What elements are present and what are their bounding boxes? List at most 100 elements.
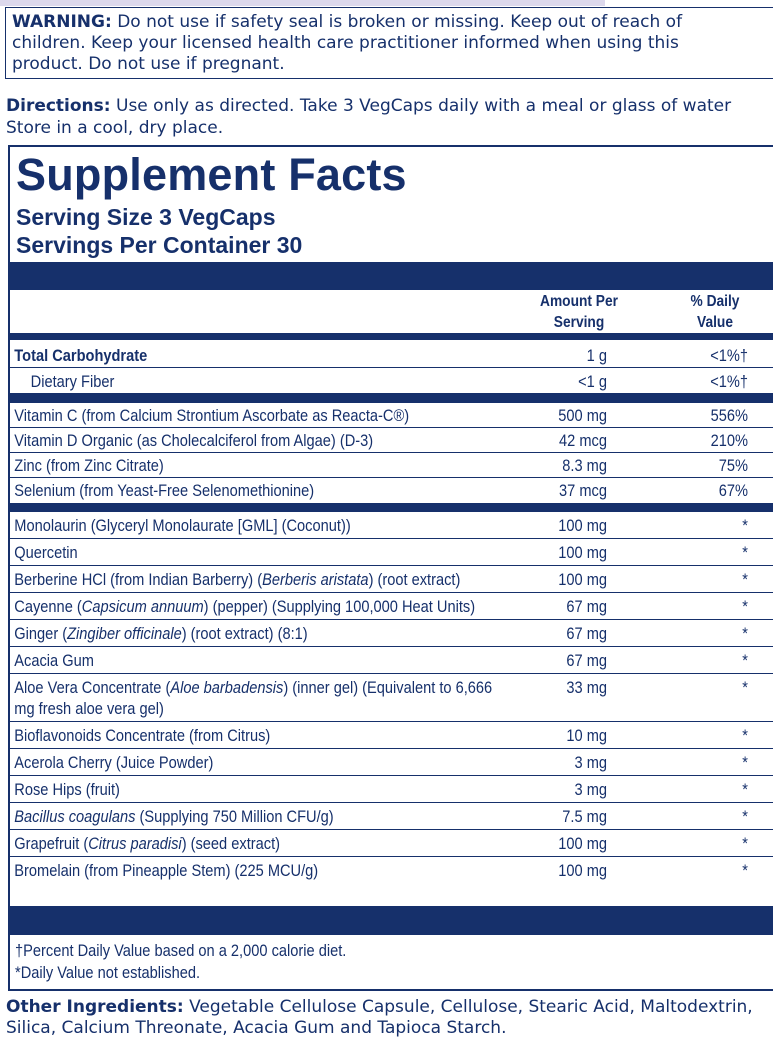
section: Monolaurin (Glyceryl Monolaurate [GML] (… [10, 512, 773, 883]
name-part: Bromelain (from Pineapple Stem) (225 MCU… [14, 861, 319, 880]
row: Monolaurin (Glyceryl Monolaurate [GML] (… [10, 512, 773, 539]
name-part: Bioflavonoids Concentrate (from Citrus) [14, 726, 271, 745]
footnote: *Daily Value not established. [15, 963, 201, 982]
amount: 500 mg [558, 406, 607, 425]
ingredient-name: Bioflavonoids Concentrate (from Citrus) [10, 725, 511, 746]
ingredient-name: Ginger (Zingiber officinale) (root extra… [10, 623, 511, 644]
ingredient-name: Rose Hips (fruit) [10, 779, 511, 800]
other-ingredients: Other Ingredients: Vegetable Cellulose C… [6, 997, 773, 1039]
ingredient-name: Grapefruit (Citrus paradisi) (seed extra… [10, 833, 511, 854]
supplement-facts-box: Supplement Facts Serving Size 3 VegCaps … [8, 145, 773, 991]
ingredient-name: Total Carbohydrate [10, 345, 511, 366]
row: Vitamin D Organic (as Cholecalciferol fr… [10, 428, 773, 453]
daily-value: * [742, 753, 748, 772]
daily-value: * [742, 678, 748, 697]
row: Cayenne (Capsicum annuum) (pepper) (Supp… [10, 593, 773, 620]
other-text: Vegetable Cellulose Capsule, Cellulose, … [6, 997, 753, 1038]
amount: 3 mg [574, 753, 607, 772]
row: Berberine HCl (from Indian Barberry) (Be… [10, 566, 773, 593]
name-part: Acacia Gum [14, 651, 94, 670]
warning-text: Do not use if safety seal is broken or m… [12, 12, 683, 74]
name-part: Quercetin [14, 543, 78, 562]
name-part: Grapefruit ( [14, 834, 89, 853]
name-part: ) (root extract) (8:1) [181, 624, 308, 643]
amount: 33 mg [566, 678, 607, 697]
ingredient-name: Quercetin [10, 542, 511, 563]
name-part: Selenium (from Yeast-Free Selenomethioni… [14, 481, 315, 500]
daily-value: 210% [710, 431, 748, 450]
name-part: Acerola Cherry (Juice Powder) [14, 753, 214, 772]
section: Total Carbohydrate 1 g <1%† Dietary Fiber <1… [10, 342, 773, 393]
daily-value: * [742, 570, 748, 589]
ingredient-name: Selenium (from Yeast-Free Selenomethioni… [10, 480, 511, 501]
other-label: Other Ingredients: [6, 997, 184, 1017]
row: Selenium (from Yeast-Free Selenomethioni… [10, 478, 773, 502]
daily-value: * [742, 597, 748, 616]
ingredient-name: Monolaurin (Glyceryl Monolaurate [GML] (… [10, 515, 511, 536]
row: Acacia Gum 67 mg * [10, 647, 773, 674]
amount: <1 g [578, 372, 607, 391]
ingredient-name: Zinc (from Zinc Citrate) [10, 455, 511, 476]
name-part: Citrus paradisi [88, 834, 182, 853]
name-part: Zinc (from Zinc Citrate) [14, 456, 164, 475]
section: Vitamin C (from Calcium Strontium Ascorb… [10, 403, 773, 502]
amount: 100 mg [558, 543, 607, 562]
name-part: Monolaurin (Glyceryl Monolaurate [GML] (… [14, 516, 351, 535]
row: Vitamin C (from Calcium Strontium Ascorb… [10, 403, 773, 428]
ingredient-name: Dietary Fiber [10, 371, 528, 392]
footnote: †Percent Daily Value based on a 2,000 ca… [15, 941, 347, 960]
row: Grapefruit (Citrus paradisi) (seed extra… [10, 830, 773, 857]
daily-value: 75% [718, 456, 748, 475]
amount: 37 mcg [559, 481, 607, 500]
daily-value: * [742, 861, 748, 880]
divider-bar [10, 906, 773, 935]
daily-value: <1%† [710, 346, 748, 365]
name-part: ) (pepper) (Supplying 100,000 Heat Units… [203, 597, 476, 616]
dv-header: % Daily Value [690, 293, 740, 331]
ingredient-name: Bromelain (from Pineapple Stem) (225 MCU… [10, 860, 511, 881]
name-part: Berberis aristata [262, 570, 369, 589]
name-part: Ginger ( [14, 624, 68, 643]
directions-label: Directions: [6, 96, 111, 116]
amount: 100 mg [558, 570, 607, 589]
directions: Directions: Use only as directed. Take 3… [6, 95, 731, 139]
name-part: Capsicum annuum [81, 597, 204, 616]
name-part: Bacillus coagulans [14, 807, 136, 826]
daily-value: * [742, 624, 748, 643]
name-part: Aloe barbadensis [170, 678, 284, 697]
name-part: (Supplying 750 Million CFU/g) [135, 807, 334, 826]
daily-value: * [742, 780, 748, 799]
footnotes: †Percent Daily Value based on a 2,000 ca… [15, 940, 346, 984]
daily-value: <1%† [710, 372, 748, 391]
amount: 8.3 mg [562, 456, 607, 475]
row: Ginger (Zingiber officinale) (root extra… [10, 620, 773, 647]
row: Zinc (from Zinc Citrate) 8.3 mg 75% [10, 453, 773, 478]
amount: 100 mg [558, 834, 607, 853]
daily-value: * [742, 543, 748, 562]
row: Aloe Vera Concentrate (Aloe barbadensis)… [10, 674, 773, 722]
ingredient-name: Bacillus coagulans (Supplying 750 Millio… [10, 806, 511, 827]
daily-value: * [742, 807, 748, 826]
warning-box: WARNING: Do not use if safety seal is br… [5, 7, 773, 79]
divider-bar [10, 503, 773, 512]
ingredient-name: Berberine HCl (from Indian Barberry) (Be… [10, 569, 511, 590]
name-part: Vitamin C (from Calcium Strontium Ascorb… [14, 406, 410, 425]
amount: 10 mg [566, 726, 607, 745]
warning: WARNING: Do not use if safety seal is br… [12, 12, 752, 75]
ingredient-name: Vitamin C (from Calcium Strontium Ascorb… [10, 405, 511, 426]
ingredient-name: Aloe Vera Concentrate (Aloe barbadensis)… [10, 677, 511, 719]
name-part: ) (root extract) [368, 570, 461, 589]
ingredient-name: Vitamin D Organic (as Cholecalciferol fr… [10, 430, 511, 451]
directions-text: Use only as directed. Take 3 VegCaps dai… [116, 96, 732, 116]
daily-value: * [742, 834, 748, 853]
amount: 1 g [586, 346, 607, 365]
daily-value: 556% [710, 406, 748, 425]
daily-value: 67% [718, 481, 748, 500]
servings-per-container: Servings Per Container 30 [16, 232, 303, 258]
serving-size: Serving Size 3 VegCaps [16, 204, 276, 230]
name-part: Cayenne ( [14, 597, 82, 616]
name-part: Aloe Vera Concentrate ( [14, 678, 171, 697]
name-part: Rose Hips (fruit) [14, 780, 120, 799]
name-part: Zingiber officinale [67, 624, 182, 643]
